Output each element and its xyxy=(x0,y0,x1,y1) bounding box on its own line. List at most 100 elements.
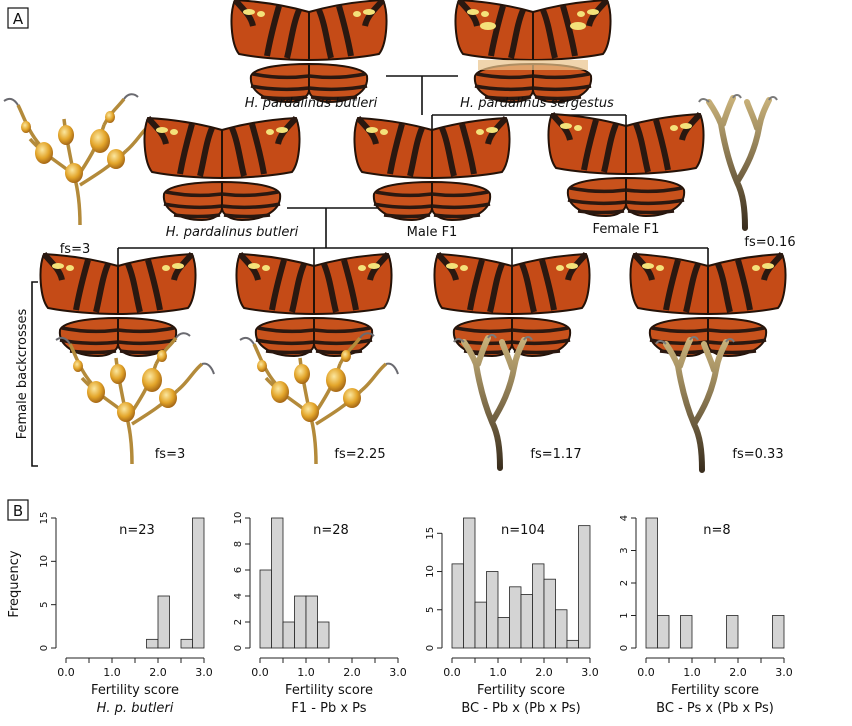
bar-9 xyxy=(157,595,170,649)
bar-2 xyxy=(463,517,476,649)
butterfly-butleri-parent xyxy=(232,0,387,102)
f1row-left-name: H. pardalinus butleri xyxy=(166,225,299,240)
frequency-axis-label: Frequency xyxy=(7,550,22,617)
ovary-female-f1 xyxy=(699,95,777,228)
x-tick-label: 2.0 xyxy=(535,666,553,679)
butterfly-bc-4 xyxy=(631,254,786,356)
butterfly-female-f1 xyxy=(549,114,704,216)
fs-bc-2: fs=2.25 xyxy=(334,447,385,462)
bar-4 xyxy=(680,615,693,649)
cross-label: F1 - Pb x Ps xyxy=(291,701,366,716)
sample-size-label: n=23 xyxy=(119,523,155,538)
panel-a: A H. pardalinus butleri H. pardalinus se… xyxy=(2,0,796,470)
x-tick-label: 3.0 xyxy=(581,666,599,679)
bar-3 xyxy=(474,601,487,649)
x-tick-label: 0.0 xyxy=(443,666,461,679)
x-tick-label: 3.0 xyxy=(389,666,407,679)
panel-b-label: B xyxy=(13,502,23,520)
bar-6 xyxy=(509,586,522,649)
y-tick-label: 0 xyxy=(39,645,50,651)
butterfly-bc-3 xyxy=(435,254,590,356)
y-tick-label: 10 xyxy=(233,512,244,525)
y-tick-label: 10 xyxy=(39,555,50,568)
x-axis-label: Fertility score xyxy=(91,683,179,698)
sample-size-label: n=8 xyxy=(703,523,730,538)
histogram-1: 0 5 10 15 0.0 1.0 2.0 3.0 n=23 Fertility score H. … xyxy=(39,512,213,716)
cross-label: BC - Pb x (Pb x Ps) xyxy=(461,701,580,716)
female-f1-label: Female F1 xyxy=(593,222,660,237)
y-tick-label: 5 xyxy=(39,601,50,607)
bar-12 xyxy=(578,525,591,649)
butterfly-sergestus-parent xyxy=(456,0,611,102)
bar-7 xyxy=(520,594,533,649)
x-tick-label: 1.0 xyxy=(489,666,507,679)
x-tick-label: 1.0 xyxy=(297,666,315,679)
fs-bc-1: fs=3 xyxy=(155,447,186,462)
y-tick-label: 10 xyxy=(425,565,436,578)
x-tick-label: 1.0 xyxy=(103,666,121,679)
histogram-2: 0 2 4 6 8 10 0.0 1.0 2.0 3.0 n=28 Fertility score F1… xyxy=(233,512,407,716)
y-tick-label: 6 xyxy=(233,567,244,573)
y-tick-label: 8 xyxy=(233,541,244,547)
bar-11 xyxy=(180,638,193,649)
y-tick-label: 0 xyxy=(425,645,436,651)
male-f1-label: Male F1 xyxy=(407,225,458,240)
butterfly-butleri-f1row xyxy=(145,118,300,220)
fs-bc-3: fs=1.17 xyxy=(530,447,581,462)
bar-1 xyxy=(451,563,464,649)
sample-size-label: n=28 xyxy=(313,523,349,538)
y-tick-label: 4 xyxy=(619,515,630,521)
bar-4 xyxy=(486,571,499,649)
bar-4 xyxy=(294,595,307,649)
y-tick-label: 1 xyxy=(619,612,630,618)
histogram-3: 0 5 10 15 0.0 1.0 2.0 3.0 n=104 Fertility score BC… xyxy=(425,517,599,716)
y-tick-label: 5 xyxy=(425,607,436,613)
bar-5 xyxy=(497,617,510,649)
y-tick-label: 0 xyxy=(233,645,244,651)
cross-label: H. p. butleri xyxy=(97,701,174,716)
x-tick-label: 0.0 xyxy=(637,666,655,679)
x-axis-label: Fertility score xyxy=(671,683,759,698)
ovary-butleri xyxy=(2,92,164,227)
bar-9 xyxy=(543,578,556,649)
x-axis-label: Fertility score xyxy=(285,683,373,698)
bar-1 xyxy=(259,569,272,649)
bar-12 xyxy=(772,615,785,649)
x-tick-label: 3.0 xyxy=(775,666,793,679)
sample-size-label: n=104 xyxy=(501,523,545,538)
bar-1 xyxy=(645,517,658,649)
bar-6 xyxy=(317,621,330,649)
x-tick-label: 3.0 xyxy=(195,666,213,679)
parent-right-name: H. pardalinus sergestus xyxy=(460,96,614,111)
bar-8 xyxy=(532,563,545,649)
fs-right: fs=0.16 xyxy=(744,235,795,250)
y-tick-label: 4 xyxy=(233,593,244,599)
backcross-bracket xyxy=(31,281,38,467)
y-tick-label: 0 xyxy=(619,645,630,651)
y-tick-label: 2 xyxy=(233,619,244,625)
butterfly-bc-2 xyxy=(237,254,392,356)
panel-a-label: A xyxy=(13,10,24,28)
bar-10 xyxy=(555,609,568,649)
x-tick-label: 2.0 xyxy=(343,666,361,679)
bar-12 xyxy=(192,517,205,649)
y-tick-label: 2 xyxy=(619,580,630,586)
parent-left-name: H. pardalinus butleri xyxy=(245,96,378,111)
fs-left: fs=3 xyxy=(60,242,91,257)
y-tick-label: 15 xyxy=(39,512,50,525)
y-tick-label: 15 xyxy=(425,527,436,540)
x-tick-label: 2.0 xyxy=(149,666,167,679)
x-tick-label: 1.0 xyxy=(683,666,701,679)
histogram-4: 0 1 2 3 4 0.0 1.0 2.0 3.0 n=8 Fertility score BC - … xyxy=(619,515,793,716)
bar-2 xyxy=(271,517,284,649)
panel-a-box xyxy=(7,7,29,29)
panel-b-box xyxy=(7,499,29,521)
fs-bc-4: fs=0.33 xyxy=(732,447,783,462)
x-tick-label: 0.0 xyxy=(251,666,269,679)
bar-3 xyxy=(282,621,295,649)
ovary-bc-4 xyxy=(656,337,734,470)
x-tick-label: 0.0 xyxy=(57,666,75,679)
backcross-side-label: Female backcrosses xyxy=(15,309,30,440)
